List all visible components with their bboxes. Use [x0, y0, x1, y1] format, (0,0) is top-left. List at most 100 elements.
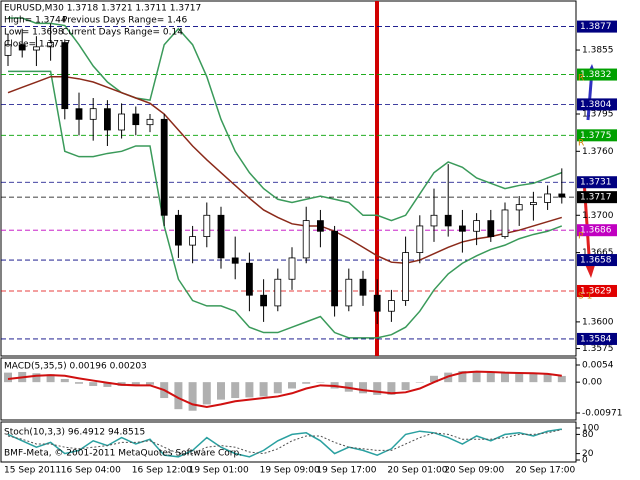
macd-bar [146, 382, 154, 385]
price-label: 1.3804 [580, 100, 612, 110]
pivot-label: R [578, 74, 584, 84]
indicator-line [8, 17, 563, 222]
macd-bar [202, 382, 211, 405]
candle-body [402, 252, 410, 301]
candle-body [316, 220, 324, 232]
price-label: 1.3584 [580, 334, 612, 344]
macd-bar [359, 382, 367, 394]
info-text: Previous Days Range= 1.46 [62, 16, 187, 26]
candle-body [331, 230, 339, 307]
candle-body [231, 257, 239, 264]
macd-bar [89, 382, 98, 386]
indicator-line [7, 75, 563, 265]
macd-bar [60, 378, 69, 383]
x-tick-label: 20 Sep 01:00 [387, 466, 447, 476]
info-text: Low= 1.3698 [4, 28, 64, 38]
price-label-box [577, 224, 617, 237]
price-label-box [577, 254, 617, 267]
macd-bar [259, 382, 268, 397]
macd-bar [4, 372, 12, 383]
candle-body [104, 108, 111, 131]
info-text: Close= 1.3717 [4, 40, 70, 50]
price-label-box [577, 191, 617, 204]
pivot-label: R [578, 139, 584, 149]
candle-body [458, 225, 466, 232]
macd-bar [188, 382, 197, 411]
candle-body [18, 44, 26, 51]
candle-body [132, 113, 140, 126]
macd-bar [387, 382, 396, 395]
candle-body [501, 209, 509, 238]
macd-bar [543, 374, 552, 383]
x-tick-label: 15 Sep 2011 [4, 466, 61, 476]
price-label-box [577, 284, 617, 297]
macd-bar [458, 371, 467, 383]
candle-body [174, 214, 182, 246]
price-label-box [577, 129, 617, 142]
candle-body [118, 113, 125, 131]
macd-bar [103, 382, 112, 387]
pivot-label: P [578, 232, 584, 242]
stoch-main [7, 428, 562, 458]
chart-layer: 1.3855 1.3795 1.3760 1.3700 1.3665 1.3600 1.35… [1, 4, 622, 476]
macd-bar [373, 382, 382, 395]
info-text: Current Days Range= 0.14 [62, 28, 183, 38]
candle-body [89, 108, 97, 120]
y-tick-label: 100 [582, 424, 599, 434]
macd-bar [217, 382, 225, 400]
x-tick-label: 19 Sep 01:00 [189, 466, 249, 476]
y-tick-label: 1.3795 [582, 110, 614, 120]
price-label: 1.3686 [580, 226, 612, 236]
macd-bar [245, 382, 254, 398]
y-tick-label: 1.3855 [582, 46, 614, 56]
candle-body [33, 46, 40, 51]
candle-body [544, 193, 551, 203]
price-label-box [577, 68, 617, 81]
macd-bar [131, 382, 140, 386]
price-label: 1.3629 [580, 286, 612, 296]
x-tick-label: 19 Sep 17:00 [316, 466, 376, 476]
indicator-line [8, 70, 563, 339]
candle-body [373, 294, 381, 312]
macd-bar [288, 382, 296, 389]
x-tick-label: 19 Sep 09:00 [260, 466, 320, 476]
price-label: 1.3775 [580, 131, 612, 141]
candle-body [416, 225, 424, 253]
macd-bar [557, 375, 566, 383]
macd-bar [316, 382, 325, 383]
macd-bar [501, 373, 509, 383]
candle-body [345, 278, 353, 307]
y-tick-label: 80 [582, 430, 594, 440]
candle-body [473, 220, 481, 232]
macd-bar [415, 382, 424, 383]
price-label-box [577, 176, 617, 189]
candle-body [530, 202, 537, 206]
y-tick-label: 0.0054 [582, 361, 614, 371]
x-tick-label: 16 Sep 04:00 [61, 466, 121, 476]
price-label: 1.3832 [580, 70, 612, 80]
y-tick-label: 1.3665 [582, 248, 614, 258]
price-label-box [577, 332, 617, 345]
candle-body [203, 214, 211, 238]
copyright: BMF-Meta, © 2001-2011 MetaQuotes Softwar… [4, 449, 242, 459]
candle-body [160, 118, 168, 216]
candle-body [245, 262, 253, 296]
macd-bar [515, 372, 524, 383]
candle-body [217, 214, 225, 259]
candle-body [302, 220, 310, 259]
macd-bar [472, 371, 481, 383]
candle-body [47, 42, 54, 48]
y-tick-label: -0.00971 [582, 409, 622, 419]
price-label: 1.3731 [580, 178, 612, 188]
y-tick-label: 20 [582, 449, 594, 459]
macd-bar [302, 382, 311, 384]
stoch-panel [0, 421, 577, 463]
macd-panel [0, 357, 577, 421]
main-panel [0, 0, 577, 357]
candle-body [288, 257, 296, 280]
y-tick-label: 0.00 [582, 378, 602, 388]
candle-body [558, 193, 566, 198]
candle-body [146, 118, 154, 126]
price-label: 1.3717 [580, 193, 612, 203]
info-text: High= 1.3744 [4, 16, 67, 26]
